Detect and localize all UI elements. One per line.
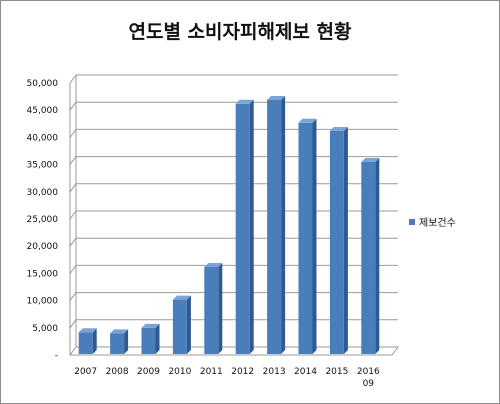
- bar: [204, 262, 223, 354]
- x-tick-label: 2011: [200, 367, 223, 377]
- bar-front: [298, 122, 313, 354]
- x-axis-tick-labels: 2007 2008 2009 2010 2011 2012 2013 2014 2015 2016…: [74, 367, 380, 389]
- x-tick-label: 2007: [74, 367, 97, 377]
- bar-top: [235, 99, 254, 104]
- gridline-side: [69, 129, 77, 138]
- bar: [235, 99, 254, 354]
- bar-top: [204, 262, 223, 267]
- bar-front: [110, 333, 125, 354]
- y-tick-label: 40,000: [27, 133, 59, 143]
- bar-top: [267, 95, 286, 100]
- y-axis-tick-labels: - 5,000 10,000 15,000 20,000 25,000 30,000 35,0…: [27, 79, 59, 361]
- bar-front: [267, 99, 282, 355]
- bars: [78, 95, 380, 355]
- bar-side: [92, 328, 97, 354]
- gridline-side: [69, 265, 77, 274]
- y-tick-label: 25,000: [27, 215, 59, 225]
- gridline-side: [69, 237, 77, 247]
- bar-top: [361, 157, 380, 162]
- gridline-side: [69, 319, 77, 329]
- y-tick-label: 10,000: [27, 297, 59, 307]
- bar-top: [172, 295, 191, 300]
- bar-side: [375, 157, 380, 354]
- gridline-side: [69, 156, 77, 165]
- bar-front: [329, 130, 344, 354]
- bar-top: [78, 328, 97, 333]
- x-tick-label: 2016 09: [357, 367, 380, 389]
- y-tick-label: 35,000: [27, 161, 59, 171]
- x-tick-label: 2012: [231, 367, 254, 377]
- gridlines: [69, 74, 398, 329]
- bar-side: [343, 126, 348, 355]
- bar-front: [78, 332, 93, 354]
- bar: [267, 95, 286, 355]
- bar: [110, 329, 129, 354]
- bar-side: [218, 262, 223, 354]
- legend: 제보건수: [409, 217, 456, 229]
- bar: [361, 157, 380, 354]
- gridline-side: [69, 183, 77, 193]
- y-tick-label: 45,000: [27, 106, 59, 116]
- bar-front: [235, 103, 250, 354]
- bar: [329, 126, 348, 355]
- bar-side: [312, 118, 317, 354]
- bar-top: [329, 126, 348, 131]
- bar-front: [172, 299, 187, 354]
- x-tick-label: 2009: [137, 367, 160, 377]
- bar-top: [110, 329, 129, 334]
- x-tick-label: 2015: [325, 367, 348, 377]
- bar-side: [281, 95, 286, 355]
- bar-side: [124, 329, 129, 354]
- x-tick-label: 2010: [168, 367, 191, 377]
- bar-front: [141, 327, 156, 354]
- bar: [78, 328, 97, 354]
- legend-swatch: [409, 219, 415, 225]
- y-tick-label: 15,000: [27, 269, 59, 279]
- y-tick-label: 20,000: [27, 242, 59, 252]
- bar: [141, 323, 160, 354]
- y-tick-label: 5,000: [32, 324, 58, 334]
- x-tick-label: 2008: [106, 367, 129, 377]
- chart-title: 연도별 소비자피해제보 현황: [129, 20, 353, 43]
- gridline-side: [69, 101, 77, 111]
- legend-label: 제보건수: [419, 217, 456, 229]
- axes: [69, 75, 399, 356]
- bar-top: [141, 323, 160, 328]
- bar-top: [298, 118, 317, 123]
- bar-side: [249, 99, 254, 354]
- x-tick-label: 2014: [294, 367, 317, 377]
- chart-floor: [69, 346, 399, 356]
- bar: [172, 295, 191, 354]
- bar-side: [155, 323, 160, 354]
- y-tick-label: 50,000: [27, 79, 59, 89]
- gridline-side: [69, 210, 77, 220]
- y-tick-label: 30,000: [27, 188, 59, 198]
- gridline-side: [69, 74, 77, 84]
- bar-front: [361, 161, 376, 354]
- bar: [298, 118, 317, 354]
- x-tick-label: 2013: [263, 367, 286, 377]
- bar-side: [186, 295, 191, 354]
- bar-front: [204, 266, 219, 354]
- gridline-side: [69, 292, 77, 301]
- y-tick-label: -: [55, 351, 58, 361]
